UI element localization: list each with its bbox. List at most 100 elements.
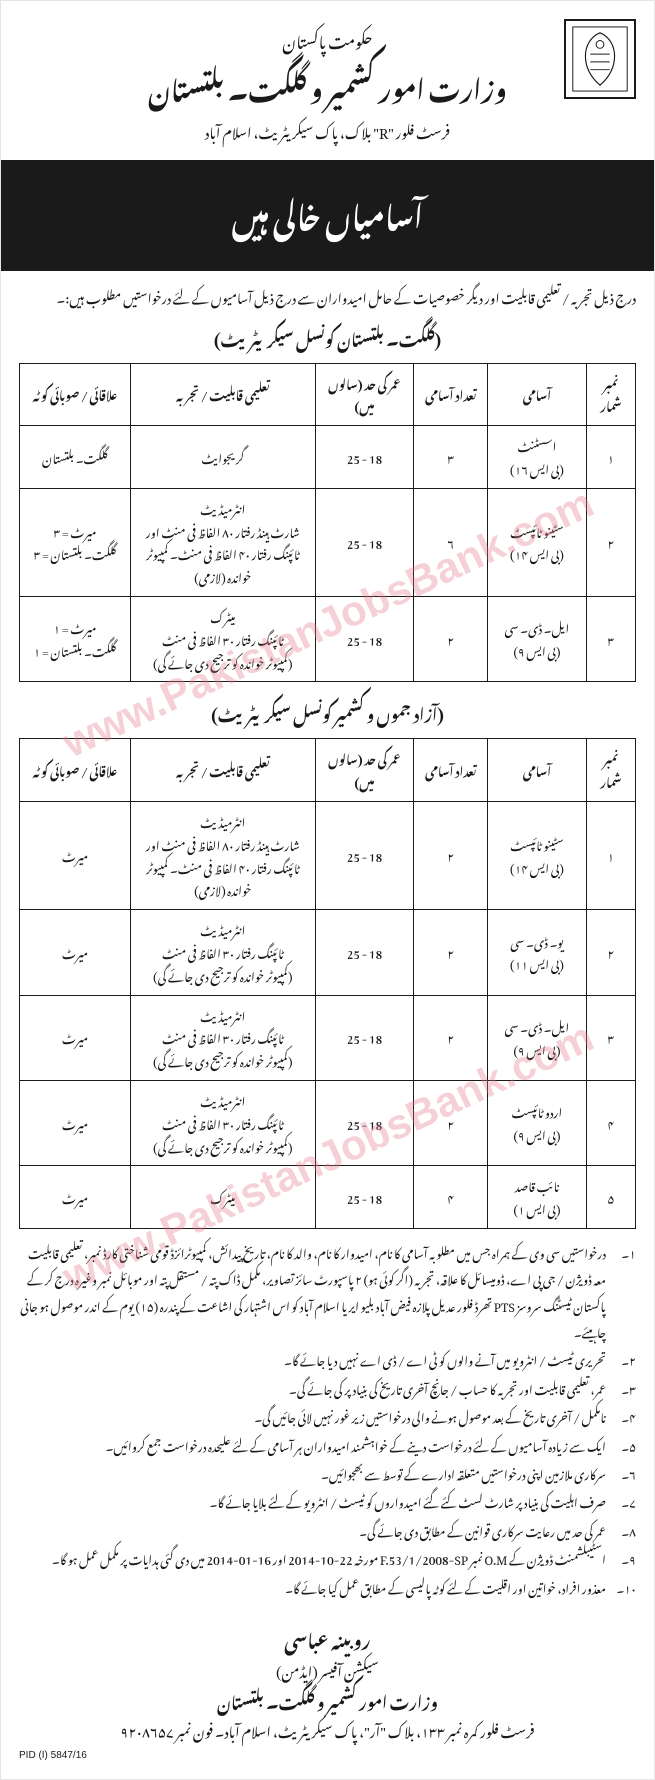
table-cell: میرٹ = ۱گلگت۔ بلتستان = ۱ xyxy=(20,596,131,681)
table-cell: ۳ xyxy=(414,426,488,489)
table-cell: ۲ xyxy=(414,1080,488,1165)
table-cell: انٹرمیڈیٹشارٹ ہینڈ رفتار ۸۰ الفاظ فی منٹ… xyxy=(130,488,315,596)
table-cell: 18 - 25 xyxy=(315,910,414,995)
table-cell: ایل۔ ڈی۔ سی(بی ایس ۹) xyxy=(488,995,587,1080)
note-text: عمر کی حد میں رعایت سرکاری قوانین کے مطا… xyxy=(19,1517,606,1543)
note-item: ۶۔ سرکاری ملازمین اپنی درخواستیں متعلقہ ا… xyxy=(19,1460,636,1486)
note-item: ۳۔ عمر، تعلیمی قابلیت اور تجربہ کا حساب /… xyxy=(19,1375,636,1401)
note-number: ۵۔ xyxy=(614,1432,636,1458)
table-cell: ۳ xyxy=(586,596,635,681)
table-cell: انٹرمیڈیٹٹائپنگ رفتار ۳۰ الفاظ فی منٹ(کم… xyxy=(130,910,315,995)
table-cell: سٹینو ٹائپسٹ(بی ایس ۱۴) xyxy=(488,801,587,909)
table-cell: ۴ xyxy=(586,1080,635,1165)
table-cell: ۲ xyxy=(414,910,488,995)
table-cell: میرٹ xyxy=(20,801,131,909)
table-row: ۵نائب قاصد(بی ایس ۱)۴18 - 25میٹرکمیرٹ xyxy=(20,1166,636,1229)
table-row: ۳ایل۔ ڈی۔ سی(بی ایس ۹)۲18 - 25میٹرکٹائپن… xyxy=(20,596,636,681)
note-text: صرف اہلیت کی بنیاد پر شارٹ لسٹ کئے گئے ا… xyxy=(19,1488,606,1514)
publication-ref: PID (I) 5847/16 xyxy=(19,1750,636,1761)
note-number: ۸۔ xyxy=(614,1517,636,1543)
note-number: ۶۔ xyxy=(614,1460,636,1486)
table-cell: 18 - 25 xyxy=(315,801,414,909)
col-header: تعلیمی قابلیت / تجربہ xyxy=(130,739,315,802)
note-item: ۱۔درخواستیں سی وی کے ہمراہ جس میں مطلوبہ… xyxy=(19,1239,636,1345)
table-cell: 18 - 25 xyxy=(315,1166,414,1229)
table-cell: ۱ xyxy=(586,426,635,489)
vacancy-banner: آسامیاں خالی ہیں xyxy=(1,160,654,271)
table-row: ۱اسسٹنٹ(بی ایس ۱۶)۳18 - 25گریجوایٹگلگت۔ … xyxy=(20,426,636,489)
note-item: ۵۔ ایک سے زیادہ آسامیوں کے لئے درخواست دی… xyxy=(19,1432,636,1458)
footer-ministry: وزارت امور کشمیر و گلگت۔ بلتستان xyxy=(19,1684,636,1716)
col-header: عمر کی حد (سالوں میں) xyxy=(315,363,414,426)
table-cell: میرٹ = ۳گلگت۔ بلتستان = ۳ xyxy=(20,488,131,596)
table-cell: یو۔ ڈی۔ سی(بی ایس ۱۱) xyxy=(488,910,587,995)
table-cell: 18 - 25 xyxy=(315,995,414,1080)
table-cell: انٹرمیڈیٹشارٹ ہینڈ رفتار ۸۰ الفاظ فی منٹ… xyxy=(130,801,315,909)
document-footer: روبینہ عباسی سیکشن آفیسر (ایڈمن) وزارت ا… xyxy=(19,1620,636,1744)
table-cell: گریجوایٹ xyxy=(130,426,315,489)
note-number: ۳۔ xyxy=(614,1375,636,1401)
table-cell: نائب قاصد(بی ایس ۱) xyxy=(488,1166,587,1229)
table-row: ۲سٹینو ٹائپسٹ(بی ایس ۱۴)۶18 - 25انٹرمیڈی… xyxy=(20,488,636,596)
table-row: ۲یو۔ ڈی۔ سی(بی ایس ۱۱)۲18 - 25انٹرمیڈیٹٹ… xyxy=(20,910,636,995)
table-cell: ایل۔ ڈی۔ سی(بی ایس ۹) xyxy=(488,596,587,681)
table-cell: ۶ xyxy=(414,488,488,596)
table-row: ۱سٹینو ٹائپسٹ(بی ایس ۱۴)۲18 - 25انٹرمیڈی… xyxy=(20,801,636,909)
note-item: ۹۔ اسٹیبلشمنٹ ڈویژن کے O.M نمبر F.53/1/20… xyxy=(19,1545,636,1571)
note-item: ۷۔ صرف اہلیت کی بنیاد پر شارٹ لسٹ کئے گئے… xyxy=(19,1488,636,1514)
table-cell: 18 - 25 xyxy=(315,426,414,489)
table-cell: ۵ xyxy=(586,1166,635,1229)
note-text: عمر، تعلیمی قابلیت اور تجربہ کا حساب / ج… xyxy=(19,1375,606,1401)
table-cell: ۲ xyxy=(586,488,635,596)
note-text: سرکاری ملازمین اپنی درخواستیں متعلقہ ادا… xyxy=(19,1460,606,1486)
table-cell: 18 - 25 xyxy=(315,596,414,681)
note-text: اسٹیبلشمنٹ ڈویژن کے O.M نمبر F.53/1/2008… xyxy=(19,1545,606,1571)
table-cell: ۲ xyxy=(586,910,635,995)
table-cell: 18 - 25 xyxy=(315,488,414,596)
col-header: نمبر شمار xyxy=(586,363,635,426)
table-row: ۴اردو ٹائپسٹ(بی ایس ۹)۲18 - 25انٹرمیڈیٹٹ… xyxy=(20,1080,636,1165)
note-text: تحریری ٹیسٹ / انٹرویو میں آنے والوں کو ٹ… xyxy=(19,1346,606,1372)
intro-text: درج ذیل تجربہ / تعلیمی قابلیت اور دیگر خ… xyxy=(19,283,636,309)
footer-address: فرسٹ فلور کمرہ نمبر ۱۳۳، بلاک "آر"، پاک … xyxy=(19,1716,636,1744)
table-cell: 18 - 25 xyxy=(315,1080,414,1165)
col-header: تعداد آسامی xyxy=(414,363,488,426)
note-text: معذور افراد، خواتین اور اقلیت کے لئے کوٹ… xyxy=(19,1574,606,1600)
officer-title: سیکشن آفیسر (ایڈمن) xyxy=(19,1656,636,1684)
table-cell: انٹرمیڈیٹٹائپنگ رفتار ۳۰ الفاظ فی منٹ(کم… xyxy=(130,1080,315,1165)
note-number: ۱۰۔ xyxy=(614,1574,636,1600)
section1-title: (گلگت۔ بلتستان کونسل سیکریٹریٹ) xyxy=(19,317,636,357)
table-row: ۳ایل۔ ڈی۔ سی(بی ایس ۹)۲18 - 25انٹرمیڈیٹٹ… xyxy=(20,995,636,1080)
col-header: علاقائی / صوبائی کوٹہ xyxy=(20,739,131,802)
table-cell: ۴ xyxy=(414,1166,488,1229)
jobs-table-1: نمبر شمار آسامی تعداد آسامی عمر کی حد (س… xyxy=(19,363,636,683)
table-cell: میٹرکٹائپنگ رفتار ۳۰ الفاظ فی منٹ(کمپیوٹ… xyxy=(130,596,315,681)
table-cell: میرٹ xyxy=(20,995,131,1080)
note-number: ۴۔ xyxy=(614,1403,636,1429)
table-cell: ۳ xyxy=(586,995,635,1080)
table-cell: ۲ xyxy=(414,995,488,1080)
col-header: علاقائی / صوبائی کوٹہ xyxy=(20,363,131,426)
note-text: ایک سے زیادہ آسامیوں کے لئے درخواست دینے… xyxy=(19,1432,606,1458)
note-number: ۲۔ xyxy=(614,1346,636,1372)
table-cell: اردو ٹائپسٹ(بی ایس ۹) xyxy=(488,1080,587,1165)
col-header: نمبر شمار xyxy=(586,739,635,802)
note-text: درخواستیں سی وی کے ہمراہ جس میں مطلوبہ آ… xyxy=(19,1239,606,1345)
jobs-table-2: نمبر شمار آسامی تعداد آسامی عمر کی حد (س… xyxy=(19,738,636,1229)
note-number: ۹۔ xyxy=(614,1545,636,1571)
section2-title: (آزاد جموں و کشمیر کونسل سیکریٹریٹ) xyxy=(19,692,636,732)
ministry-name: وزارت امور کشمیر و گلگت۔ بلتستان xyxy=(91,65,564,107)
table-cell: انٹرمیڈیٹٹائپنگ رفتار ۳۰ الفاظ فی منٹ(کم… xyxy=(130,995,315,1080)
table-cell: میرٹ xyxy=(20,1166,131,1229)
col-header: آسامی xyxy=(488,363,587,426)
state-emblem xyxy=(564,19,636,99)
note-item: ۱۰۔ معذور افراد، خواتین اور اقلیت کے لئے … xyxy=(19,1574,636,1600)
note-number: ۷۔ xyxy=(614,1488,636,1514)
note-text: نامکمل / آخری تاریخ کے بعد موصول ہونے وا… xyxy=(19,1403,606,1429)
notes-list: ۱۔درخواستیں سی وی کے ہمراہ جس میں مطلوبہ… xyxy=(19,1239,636,1600)
col-header: تعداد آسامی xyxy=(414,739,488,802)
table-cell: ۱ xyxy=(586,801,635,909)
officer-name: روبینہ عباسی xyxy=(19,1620,636,1656)
table-cell: میرٹ xyxy=(20,910,131,995)
note-item: ۲۔ تحریری ٹیسٹ / انٹرویو میں آنے والوں کو… xyxy=(19,1346,636,1372)
